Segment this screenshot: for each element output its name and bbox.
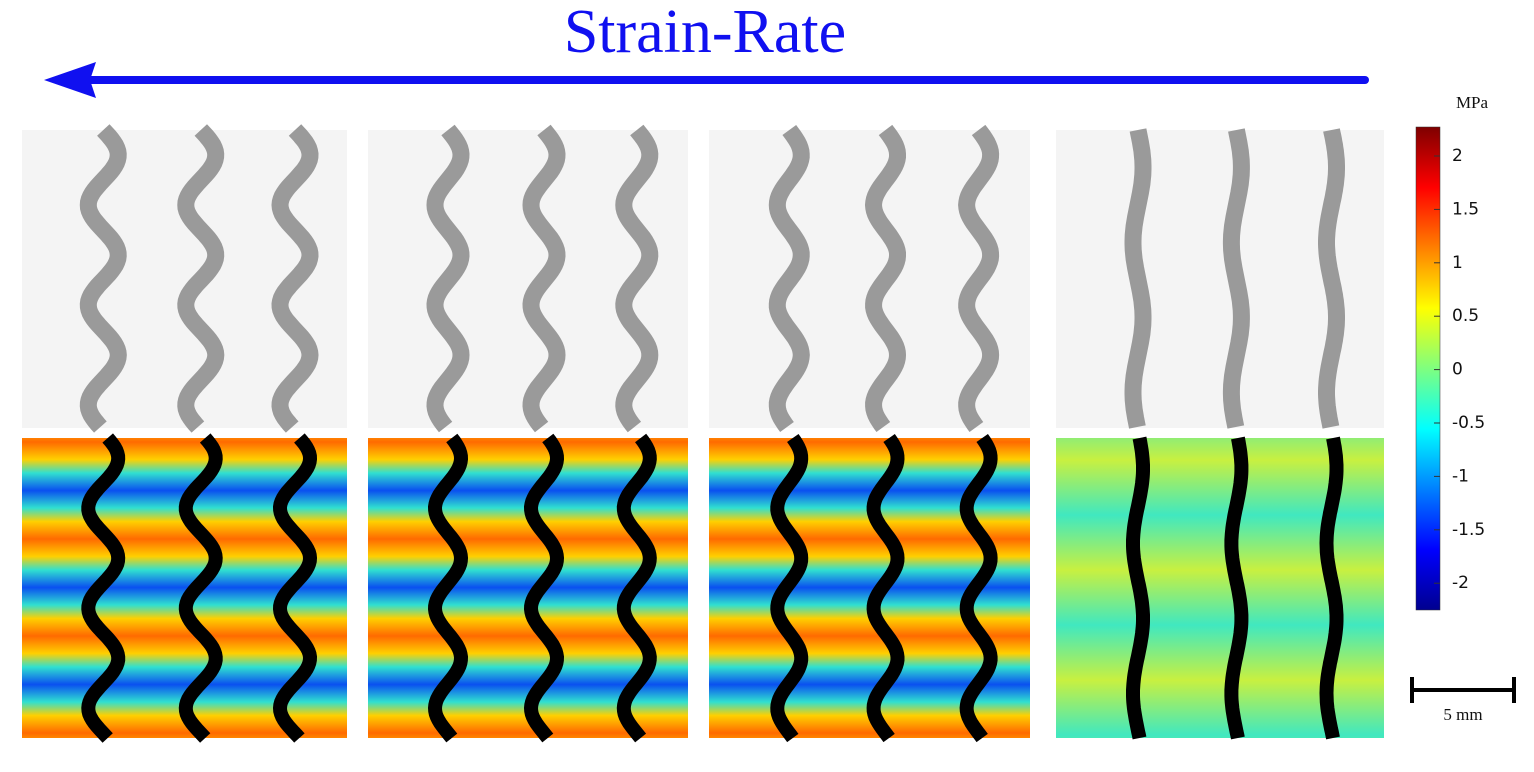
fiber-photo — [522, 124, 566, 433]
colorbar-tick-label: 0 — [1452, 360, 1463, 380]
colorbar-tick-label: 2 — [1452, 146, 1463, 166]
colorbar-unit: MPa — [1456, 93, 1489, 112]
fiber-model — [1224, 436, 1249, 740]
colorbar-ticks: 2 1.5 1 0.5 0 -0.5 -1 -1.5 -2 — [1434, 146, 1485, 593]
colorbar-tick-label: 1.5 — [1452, 199, 1479, 219]
scale-bar: 5 mm — [1410, 677, 1516, 724]
fiber-photo — [768, 124, 810, 433]
colorbar-tick-label: -1 — [1452, 466, 1469, 486]
fiber-photo — [958, 124, 1000, 433]
scale-label: 5 mm — [1443, 705, 1482, 724]
fiber-model — [178, 433, 223, 743]
fiber-model — [523, 433, 565, 743]
fiber-photo — [271, 124, 319, 433]
fiber-model — [1126, 436, 1150, 740]
colorbar-tick-label: -0.5 — [1452, 413, 1485, 433]
fiber-model — [616, 433, 657, 743]
colorbar-tick-label: -2 — [1452, 573, 1469, 593]
fiber-model — [427, 433, 469, 743]
fiber-photo — [79, 124, 127, 433]
fiber-photo — [426, 124, 470, 433]
fiber-photo — [864, 124, 907, 433]
title: Strain-Rate — [564, 0, 846, 66]
fiber-model — [866, 433, 905, 743]
fiber-model — [81, 433, 126, 743]
fiber-photo — [615, 124, 659, 433]
colorbar-tick-label: 0.5 — [1452, 306, 1479, 326]
fiber-photo — [1222, 128, 1250, 429]
colorbar-tick-label: -1.5 — [1452, 520, 1485, 540]
fiber-model — [959, 433, 998, 743]
fiber-model — [272, 433, 318, 743]
fiber-photo — [177, 124, 225, 433]
arrow-head — [44, 62, 96, 98]
fiber-model — [770, 433, 809, 743]
fiber-photo — [1124, 128, 1152, 429]
fiber-model — [1319, 436, 1344, 740]
colorbar — [1415, 126, 1441, 611]
colorbar-tick-label: 1 — [1452, 253, 1463, 273]
fiber-photo — [1318, 128, 1345, 429]
panels — [22, 124, 1384, 743]
